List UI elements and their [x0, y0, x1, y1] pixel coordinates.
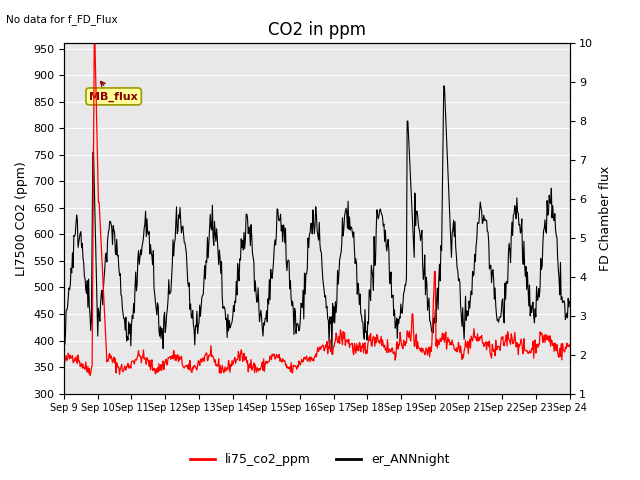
Title: CO2 in ppm: CO2 in ppm [268, 21, 366, 39]
Y-axis label: LI7500 CO2 (ppm): LI7500 CO2 (ppm) [15, 161, 28, 276]
Legend: li75_co2_ppm, er_ANNnight: li75_co2_ppm, er_ANNnight [186, 448, 454, 471]
Text: No data for f_FD_Flux: No data for f_FD_Flux [6, 14, 118, 25]
Text: MB_flux: MB_flux [90, 82, 138, 102]
Y-axis label: FD Chamber flux: FD Chamber flux [599, 166, 612, 271]
